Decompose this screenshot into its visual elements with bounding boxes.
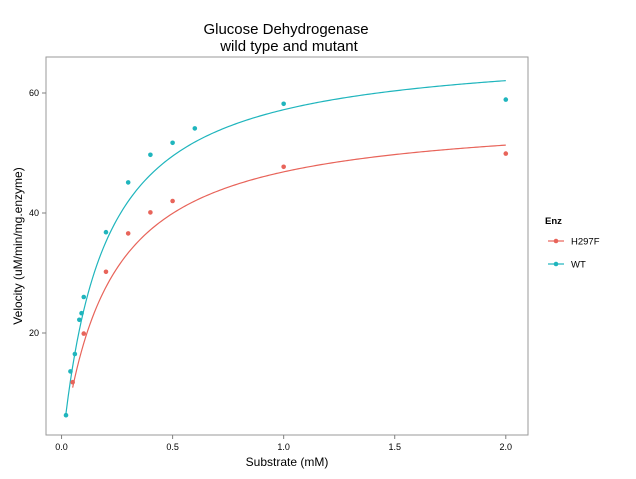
- x-tick-label: 1.0: [277, 442, 290, 452]
- fit-line-h297f: [72, 144, 506, 388]
- data-point-wt: [170, 140, 175, 146]
- legend-title: Enz: [545, 216, 562, 227]
- data-point-wt: [63, 412, 69, 418]
- legend: Enz H297F WT: [545, 216, 600, 271]
- data-point-wt: [503, 97, 509, 102]
- x-tick-label: 1.5: [388, 442, 401, 452]
- data-point-h297f: [148, 210, 153, 215]
- data-point-h297f: [170, 198, 175, 204]
- y-axis: 20 40 60: [29, 88, 46, 338]
- data-point-h297f: [281, 164, 286, 170]
- y-axis-title: Velocity (uM/min/mg.enzyme): [11, 167, 25, 324]
- data-point-h297f: [103, 269, 109, 275]
- data-point-h297f: [81, 331, 87, 336]
- data-point-wt: [68, 369, 73, 374]
- data-point-h297f: [503, 151, 509, 156]
- x-tick-label: 2.0: [500, 442, 513, 452]
- x-tick-label: 0.0: [55, 442, 68, 452]
- legend-label: H297F: [571, 237, 600, 248]
- data-point-wt: [72, 351, 78, 357]
- data-point-wt: [81, 294, 87, 300]
- data-points: [63, 97, 509, 418]
- data-point-wt: [281, 101, 286, 107]
- data-point-wt: [79, 310, 84, 316]
- plot-panel: [45, 56, 529, 436]
- data-point-wt: [148, 152, 153, 158]
- legend-item-h297f: H297F: [548, 237, 600, 248]
- x-axis-title: Substrate (mM): [246, 455, 329, 469]
- fit-lines: [65, 80, 506, 414]
- legend-item-wt: WT: [548, 260, 586, 271]
- y-tick-label: 20: [29, 328, 39, 338]
- chart-subtitle: wild type and mutant: [219, 38, 358, 55]
- fit-line-wt: [65, 80, 506, 414]
- data-point-h297f: [70, 379, 75, 385]
- data-point-wt: [125, 180, 131, 185]
- legend-label: WT: [571, 260, 586, 271]
- legend-marker: [553, 238, 559, 244]
- x-axis: 0.0 0.5 1.0 1.5 2.0: [55, 435, 512, 452]
- y-tick-label: 60: [29, 88, 39, 98]
- y-tick-label: 40: [29, 208, 39, 218]
- data-point-wt: [77, 317, 82, 323]
- x-tick-label: 0.5: [166, 442, 179, 452]
- chart-title: Glucose Dehydrogenase: [203, 21, 368, 38]
- data-point-wt: [192, 126, 198, 131]
- legend-marker: [553, 261, 559, 267]
- data-point-wt: [103, 229, 109, 235]
- data-point-h297f: [125, 231, 131, 236]
